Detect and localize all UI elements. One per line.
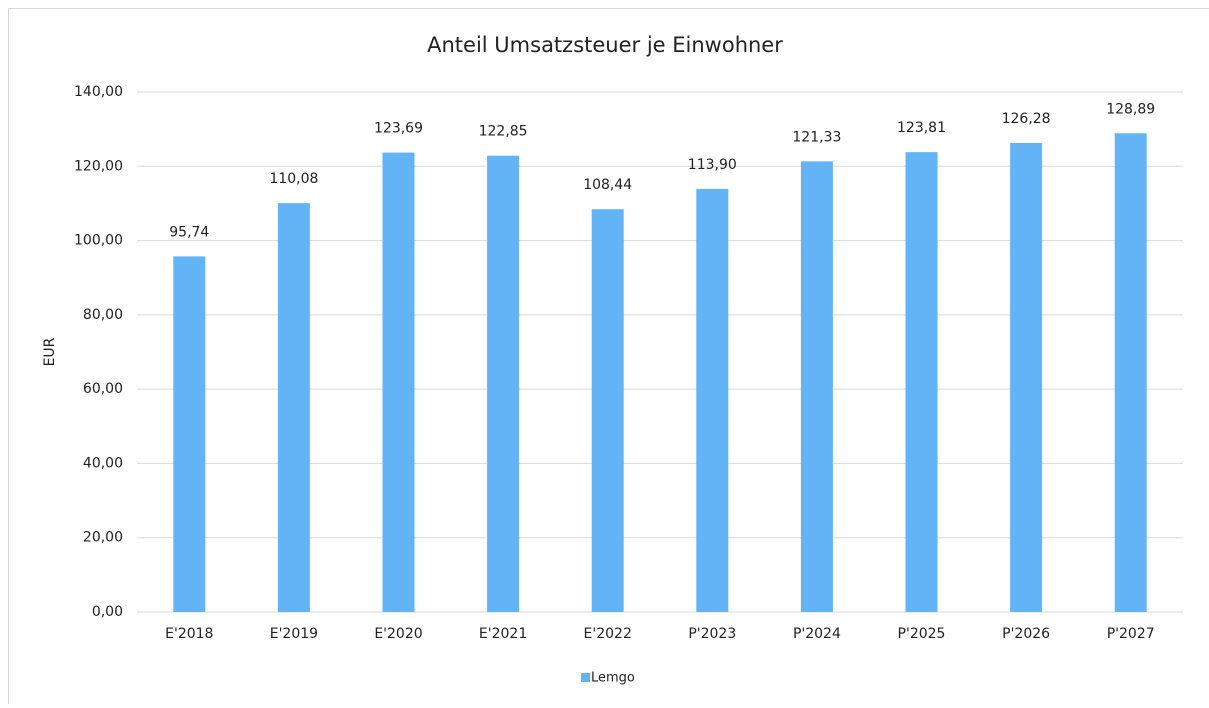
chart-title: Anteil Umsatzsteuer je Einwohner: [427, 33, 783, 57]
bar: [801, 161, 833, 612]
y-tick-label: 60,00: [83, 381, 123, 397]
x-tick-label: E'2018: [165, 626, 213, 642]
data-label: 110,08: [269, 171, 318, 187]
y-tick-label: 120,00: [74, 158, 123, 174]
y-tick-label: 140,00: [74, 84, 123, 100]
data-label: 113,90: [688, 157, 737, 173]
bar: [1115, 133, 1147, 612]
bar: [1010, 143, 1042, 612]
y-tick-label: 20,00: [83, 530, 123, 546]
y-tick-label: 100,00: [74, 233, 123, 249]
x-tick-label: E'2019: [270, 626, 318, 642]
data-label: 123,69: [374, 121, 423, 137]
bar: [173, 256, 205, 612]
bar: [383, 153, 415, 612]
data-label: 121,33: [792, 129, 841, 145]
data-label: 123,81: [897, 120, 946, 136]
legend-label: Lemgo: [591, 671, 635, 686]
y-tick-label: 40,00: [83, 455, 123, 471]
y-axis-label: EUR: [42, 337, 58, 366]
data-label: 95,74: [169, 224, 209, 240]
bar: [278, 203, 310, 612]
x-tick-label: E'2021: [479, 626, 527, 642]
bar: [592, 209, 624, 612]
y-tick-label: 0,00: [92, 604, 123, 620]
x-tick-label: E'2020: [374, 626, 422, 642]
data-label: 122,85: [479, 124, 528, 140]
data-label: 128,89: [1106, 101, 1155, 117]
legend-swatch: [581, 673, 590, 682]
y-tick-label: 80,00: [83, 307, 123, 323]
data-label: 126,28: [1002, 111, 1051, 127]
x-tick-label: P'2023: [688, 626, 736, 642]
x-tick-label: P'2027: [1107, 626, 1155, 642]
data-label: 108,44: [583, 177, 632, 193]
x-tick-label: P'2025: [898, 626, 946, 642]
x-tick-label: P'2026: [1002, 626, 1050, 642]
bar: [906, 152, 938, 612]
x-tick-label: E'2022: [584, 626, 632, 642]
bar: [696, 189, 728, 612]
bar: [487, 156, 519, 612]
x-tick-label: P'2024: [793, 626, 841, 642]
